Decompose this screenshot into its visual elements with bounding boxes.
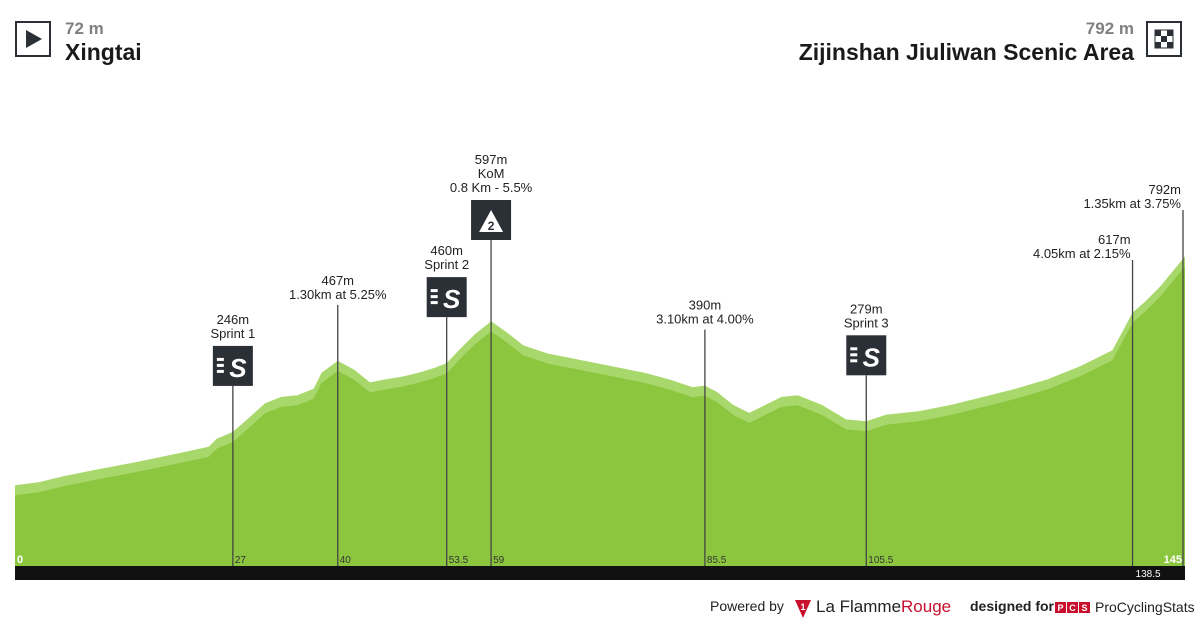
km-label: 138.5 [1136,569,1161,580]
kom-icon: 2 [471,200,512,240]
marker-label: 1.30km at 5.25% [289,287,387,302]
svg-text:C: C [1069,603,1076,613]
marker-label: KoM [478,166,505,181]
svg-text:S: S [443,284,461,314]
marker-label: 467m [321,273,354,288]
finish-km-label: 145 [1164,554,1182,566]
svg-text:S: S [229,353,247,383]
start-location: Xingtai [65,39,142,65]
km-label: 53.5 [449,555,469,566]
svg-text:S: S [1081,603,1087,613]
marker-label: 0.8 Km - 5.5% [450,180,533,195]
start-altitude: 72 m [65,19,104,38]
marker-label: Sprint 1 [210,326,255,341]
marker-label: 1.35km at 3.75% [1083,196,1181,211]
sprint-icon: S [426,277,467,318]
start-km-label: 0 [17,554,23,566]
marker-label: 279m [850,301,883,316]
marker-label: 617m [1098,232,1131,247]
procyclingstats-text: ProCyclingStats [1095,599,1195,615]
svg-text:P: P [1057,603,1063,613]
marker-label: 246m [217,312,250,327]
marker-label: Sprint 3 [844,315,889,330]
checkered-flag-icon [1146,21,1182,57]
finish-location: Zijinshan Jiuliwan Scenic Area [798,39,1134,65]
marker-label: Sprint 2 [424,257,469,272]
marker-label: 4.05km at 2.15% [1033,246,1131,261]
km-label: 27 [235,555,247,566]
svg-text:2: 2 [488,219,495,233]
sprint-icon: S [846,335,887,376]
marker-label: 3.10km at 4.00% [656,312,754,327]
marker-label: 597m [475,152,508,167]
la-flamme-rouge-logo: La FlammeRouge [816,597,952,616]
designed-for-text: designed for [970,598,1055,614]
km-label: 105.5 [868,555,893,566]
profile-area [15,266,1185,566]
km-label: 59 [493,555,505,566]
km-label-bg [1133,567,1166,579]
svg-text:1: 1 [800,602,805,612]
sprint-icon: S [212,345,253,386]
pcs-logo-icon: P C S [1055,602,1090,613]
marker-label: 460m [430,243,463,258]
distance-bar [15,566,1185,580]
finish-altitude: 792 m [1085,19,1134,38]
powered-by-text: Powered by [710,598,784,614]
km-label: 40 [340,555,352,566]
flame-logo-icon: 1 [795,600,811,618]
marker-label: 390m [689,298,722,313]
play-icon [15,21,51,57]
km-label: 85.5 [707,555,727,566]
marker-label: 792m [1148,182,1181,197]
svg-text:S: S [863,342,881,372]
